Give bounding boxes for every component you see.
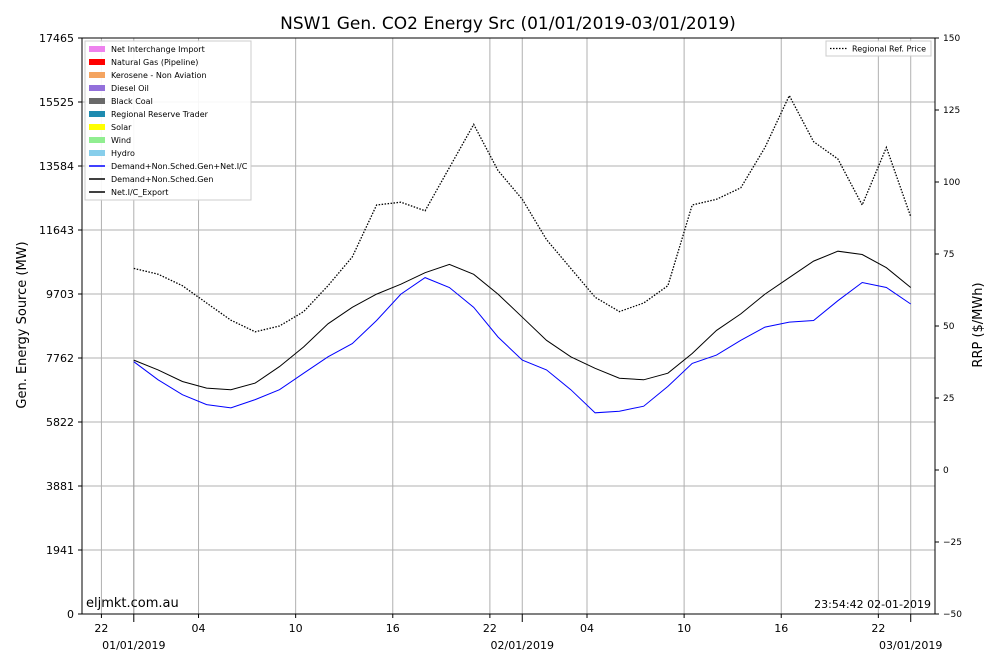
x-tick-label: 10: [289, 622, 303, 635]
series-layer: [133, 94, 912, 614]
legend-label: Wind: [111, 136, 131, 145]
right-tick-label: 125: [943, 106, 960, 116]
right-tick-label: 0: [943, 466, 949, 476]
legend-swatch: [89, 111, 105, 117]
left-axis-ticks: 0 1941 3881 5822 7762 9703 11643 13584 15525 1746…: [39, 32, 82, 621]
legend-label: Natural Gas (Pipeline): [111, 58, 198, 67]
right-tick-label: 25: [943, 394, 954, 404]
left-tick-label: 13584: [39, 160, 74, 173]
legend-label: Black Coal: [111, 97, 153, 106]
x-tick-label: 04: [192, 622, 206, 635]
legend-left-frame: [84, 40, 252, 201]
x-tick-label: 04: [580, 622, 594, 635]
x-tick-label: 22: [871, 622, 885, 635]
left-tick-label: 9703: [46, 288, 74, 301]
right-tick-label: −25: [943, 538, 962, 548]
left-tick-label: 0: [67, 608, 74, 621]
legend-label: Kerosene - Non Aviation: [111, 71, 207, 80]
legend-label: Net.I/C_Export: [111, 188, 168, 197]
left-tick-label: 3881: [46, 480, 74, 493]
right-axis-ticks: −50 −25 0 25 50 75 100 125 150: [935, 34, 962, 620]
legend-swatch: [89, 124, 105, 130]
legend-swatch: [89, 72, 105, 78]
legend-swatch: [89, 85, 105, 91]
legend-label: Solar: [111, 123, 132, 132]
y-axis-label-right: RRP ($/MWh): [971, 282, 986, 367]
left-tick-label: 17465: [39, 32, 74, 45]
watermark: eljmkt.com.au: [86, 596, 179, 611]
left-tick-label: 1941: [46, 544, 74, 557]
x-date-label: 03/01/2019: [879, 639, 942, 652]
legend-right: Regional Ref. Price: [825, 40, 932, 57]
series-line-regional-ref-price: [133, 94, 912, 333]
legend-label: Regional Reserve Trader: [111, 110, 209, 119]
legend-label: Net Interchange Import: [111, 45, 205, 54]
left-tick-label: 7762: [46, 352, 74, 365]
legend-right-frame: [825, 40, 932, 57]
legend-label: Demand+Non.Sched.Gen: [111, 175, 213, 184]
right-tick-label: 150: [943, 34, 960, 44]
right-tick-label: 50: [943, 322, 955, 332]
series-line-demand-non-sched-gen-net-i-c: [133, 277, 911, 414]
legend-label: Demand+Non.Sched.Gen+Net.I/C: [111, 162, 248, 171]
left-tick-label: 5822: [46, 416, 74, 429]
timestamp: 23:54:42 02-01-2019: [814, 598, 931, 611]
x-tick-label: 22: [94, 622, 108, 635]
right-tick-label: −50: [943, 610, 962, 620]
legend-left: Net Interchange Import Natural Gas (Pipel…: [84, 40, 252, 201]
legend-swatch: [89, 137, 105, 143]
right-tick-label: 100: [943, 178, 960, 188]
right-tick-label: 75: [943, 250, 954, 260]
legend-label: Hydro: [111, 149, 135, 158]
x-tick-label: 22: [483, 622, 497, 635]
legend-swatch: [89, 46, 105, 52]
legend-label: Diesel Oil: [111, 84, 149, 93]
series-line-demand-non-sched-gen: [133, 250, 912, 391]
left-tick-label: 11643: [39, 224, 74, 237]
x-axis-ticks: 22 04 10 16 22 04 10 16 22 01/01/2019 02/01/2019 03…: [94, 614, 942, 652]
legend-swatch: [89, 150, 105, 156]
x-tick-label: 10: [677, 622, 691, 635]
x-date-label: 02/01/2019: [491, 639, 554, 652]
legend-swatch: [89, 59, 105, 65]
chart-title: NSW1 Gen. CO2 Energy Src (01/01/2019-03/…: [280, 14, 736, 34]
x-tick-label: 16: [774, 622, 788, 635]
x-date-label: 01/01/2019: [102, 639, 165, 652]
y-axis-label-left: Gen. Energy Source (MW): [15, 241, 30, 408]
legend-swatch: [89, 98, 105, 104]
legend-price-label: Regional Ref. Price: [852, 45, 926, 54]
x-tick-label: 16: [386, 622, 400, 635]
left-tick-label: 15525: [39, 96, 74, 109]
